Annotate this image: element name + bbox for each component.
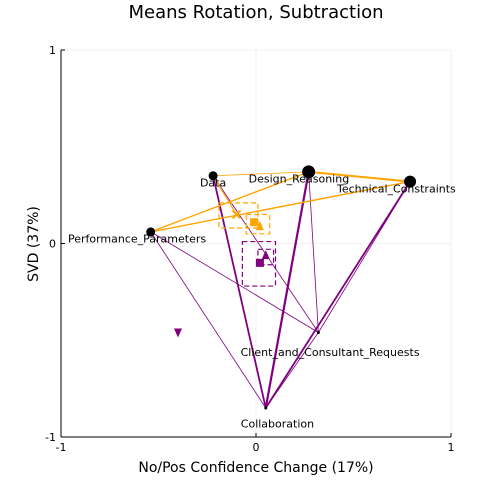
x-axis-label: No/Pos Confidence Change (17%) [138,460,373,476]
orange-box-0 [218,202,259,229]
edges-layer [149,170,412,410]
orange-box-1 [245,213,271,235]
purple-edge-4 [265,332,319,409]
purple-edge-0 [212,174,267,409]
axes-layer: -1 0 1 -1 0 1 [45,44,454,454]
nodes-layer [146,165,417,410]
node-technical-constraints [404,175,417,188]
purple-marker-triangle-up-1 [261,250,270,260]
x-tick-label-2: 1 [448,441,455,454]
orange-marker-x-2 [231,209,242,220]
node-performance-parameters [146,227,156,237]
purple-marker-square-0 [255,258,264,267]
orange-edge-2 [149,180,411,233]
boxes-layer [218,202,277,287]
purple-edge-3 [150,231,267,409]
chart-title: Means Rotation, Subtraction [129,2,384,23]
node-label-performance-parameters: Performance_Parameters [68,233,206,246]
purple-edge-7 [308,171,319,333]
purple-edge-8 [317,181,411,333]
node-label-data: Data [200,177,226,190]
node-label-design-reasoning: Design_Reasoning [249,173,350,186]
node-label-client-and-consultant-requests: Client_and_Consultant_Requests [241,346,420,359]
y-tick-label-2: 1 [49,44,56,57]
purple-edge-5 [150,231,319,333]
orange-edge-0 [212,171,310,177]
x-tick-label-0: -1 [56,441,67,454]
labels-layer: Data Design_ReasoningTechnical_Constraint… [68,173,456,431]
y-axis-label: SVD (37%) [26,206,42,282]
node-data [208,171,218,181]
orange-marker-triangle-up-1 [255,221,264,231]
purple-marker-triangle-down-2 [174,328,182,338]
purple-box-0 [241,240,277,287]
orange-edge-3 [149,171,310,233]
node-client-and-consultant-requests [316,331,320,335]
orange-edge-4 [212,175,238,216]
node-label-technical-constraints: Technical_Constraints [336,182,456,195]
purple-edge-1 [264,170,310,410]
node-label-collaboration: Collaboration [241,417,314,430]
node-design-reasoning [302,165,316,179]
y-tick-label-1: 0 [49,238,56,251]
node-collaboration [264,406,268,410]
y-tick-label-0: -1 [45,431,56,444]
orange-marker-square-0 [250,218,259,227]
x-tick-label-1: 0 [253,441,260,454]
orange-edge-1 [307,170,412,183]
purple-edge-2 [264,180,411,409]
markers-layer [174,209,270,338]
